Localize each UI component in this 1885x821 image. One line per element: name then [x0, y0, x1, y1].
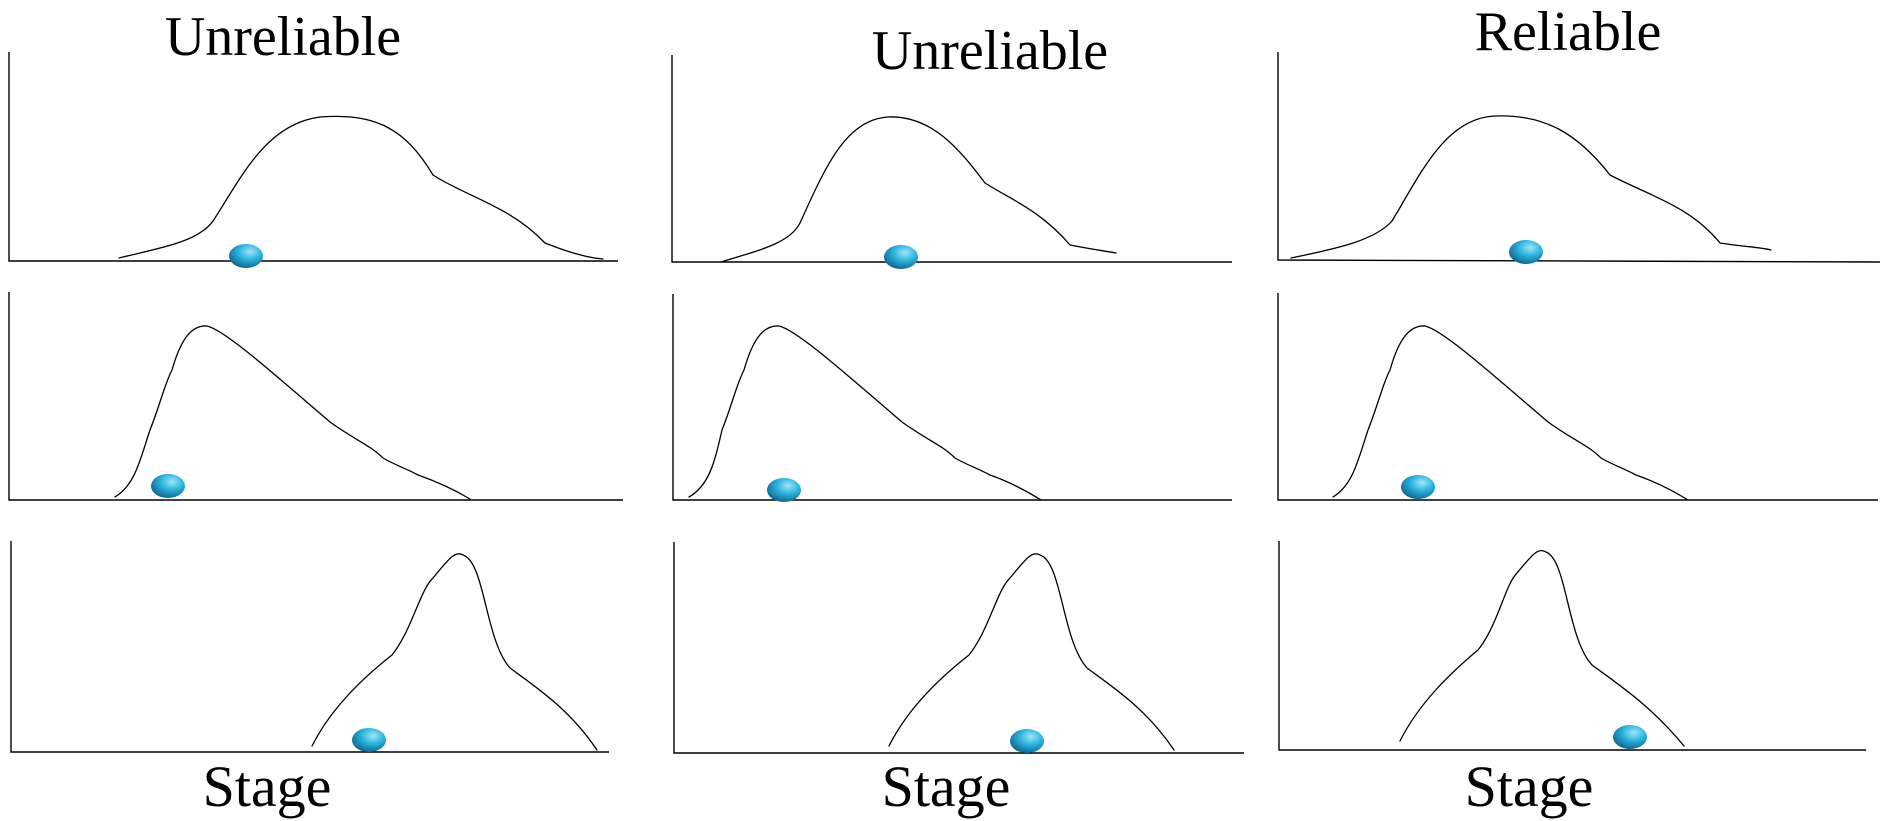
panel-r2-c2	[672, 294, 1232, 502]
blue-ellipsoid-marker-icon	[352, 728, 386, 752]
panel-r3-c2	[673, 542, 1244, 754]
distribution-curve	[888, 553, 1175, 751]
panel-r2-c1	[8, 292, 623, 501]
panel-axes	[1277, 293, 1878, 501]
panel-r3-c3	[1278, 541, 1866, 751]
panel-axes	[673, 542, 1244, 754]
panel-r1-c2	[671, 55, 1232, 269]
x-axis-label-1: Stage	[203, 754, 332, 819]
blue-ellipsoid-marker-icon	[884, 245, 918, 269]
panel-r2-c3	[1277, 293, 1878, 501]
panel-axes	[1277, 52, 1881, 263]
panel-r1-c3	[1277, 52, 1881, 264]
distribution-curve	[1332, 325, 1689, 501]
blue-ellipsoid-marker-icon	[1401, 475, 1435, 499]
panel-axes	[10, 541, 609, 753]
distribution-curve	[1399, 549, 1685, 747]
column-title-2: Unreliable	[872, 20, 1108, 82]
blue-ellipsoid-marker-icon	[1010, 729, 1044, 753]
blue-ellipsoid-marker-icon	[151, 474, 185, 498]
distribution-curve	[311, 553, 598, 751]
column-title-1: Unreliable	[165, 6, 401, 68]
blue-ellipsoid-marker-icon	[1613, 725, 1647, 749]
panel-axes	[8, 292, 623, 501]
panel-r3-c1	[10, 541, 609, 753]
column-title-3: Reliable	[1475, 1, 1662, 63]
panel-axes	[671, 55, 1232, 263]
panel-r1-c1	[8, 52, 618, 268]
blue-ellipsoid-marker-icon	[229, 244, 263, 268]
blue-ellipsoid-marker-icon	[767, 478, 801, 502]
x-axis-label-3: Stage	[1465, 754, 1594, 819]
x-axis-label-2: Stage	[882, 754, 1011, 819]
distribution-curve	[688, 325, 1042, 501]
distribution-curve	[114, 325, 471, 500]
panel-axes	[1278, 541, 1866, 751]
panel-axes	[672, 294, 1232, 501]
blue-ellipsoid-marker-icon	[1509, 240, 1543, 264]
panel-axes	[8, 52, 618, 262]
distribution-curve	[1290, 115, 1772, 259]
distribution-curve	[720, 116, 1117, 263]
distribution-curve	[118, 115, 604, 260]
